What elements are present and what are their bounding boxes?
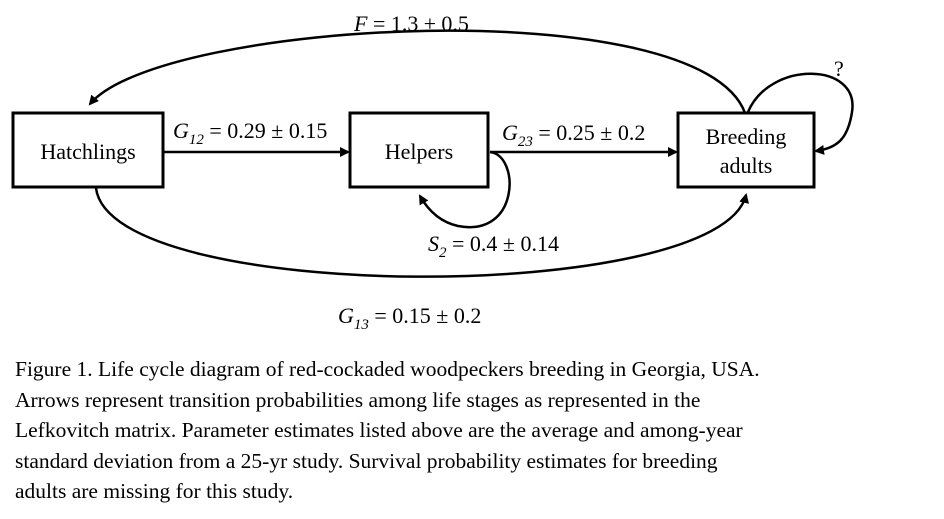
- caption-line: Lefkovitch matrix. Parameter estimates l…: [15, 418, 743, 442]
- caption-line: adults are missing for this study.: [15, 479, 294, 503]
- node-hatchlings-label: Hatchlings: [40, 139, 135, 164]
- s2-label: S2 = 0.4 ± 0.14: [428, 231, 559, 261]
- node-helpers: Helpers: [348, 111, 490, 189]
- adult-survival-loop-arrow: [746, 72, 854, 155]
- g13-label: G13 = 0.15 ± 0.2: [338, 303, 481, 333]
- node-breeding-adults: Breeding adults: [676, 111, 816, 189]
- node-hatchlings: Hatchlings: [11, 111, 165, 189]
- fecundity-label: F = 1.3 ± 0.5: [353, 11, 469, 36]
- caption-line: Arrows represent transition probabilitie…: [15, 387, 701, 412]
- node-breeding-adults-label-line1: Breeding: [706, 124, 787, 149]
- adult-survival-label: ?: [834, 56, 844, 81]
- caption-line: Figure 1. Life cycle diagram of red-cock…: [15, 357, 760, 381]
- node-helpers-label: Helpers: [385, 139, 453, 164]
- figure-caption: Figure 1. Life cycle diagram of red-cock…: [15, 354, 930, 507]
- g12-label: G12 = 0.29 ± 0.15: [173, 118, 327, 148]
- node-breeding-adults-label-line2: adults: [720, 153, 773, 178]
- fecundity-arrow: [88, 29, 747, 114]
- g23-label: G23 = 0.25 ± 0.2: [502, 120, 645, 150]
- s2-loop-arrow: [418, 150, 511, 229]
- g13-arrow: [94, 187, 749, 278]
- caption-line: standard deviation from a 25-yr study. S…: [15, 448, 718, 473]
